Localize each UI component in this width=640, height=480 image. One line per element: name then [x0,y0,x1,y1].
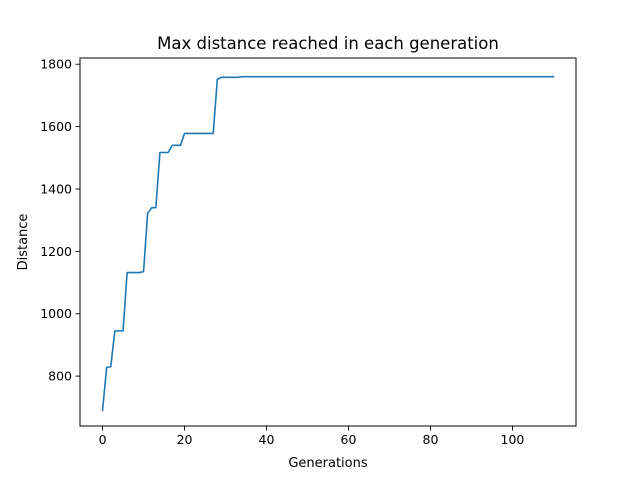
series-line-0 [101,75,555,412]
x-tick-label: 100 [501,432,525,447]
y-tick-label: 1600 [40,119,72,134]
x-axis-label: Generations [288,456,368,471]
chart-title: Max distance reached in each generation [157,34,499,53]
axes-frame [79,57,577,427]
x-tick-label: 60 [341,432,357,447]
y-tick-label: 800 [48,369,72,384]
x-tick-label: 80 [423,432,439,447]
y-tick-label: 1000 [40,306,72,321]
y-tick-label: 1400 [40,181,72,196]
y-axis-label: Distance [16,214,31,271]
plot-layer [101,75,555,412]
x-tick-label: 0 [99,432,107,447]
x-tick-label: 20 [177,432,193,447]
y-tick-label: 1800 [40,57,72,72]
ticks-layer: 0 20 40 60 80 100 800 1000 1200 1400 1600 1800 [40,57,524,447]
x-tick-label: 40 [259,432,275,447]
y-tick-label: 1200 [40,244,72,259]
